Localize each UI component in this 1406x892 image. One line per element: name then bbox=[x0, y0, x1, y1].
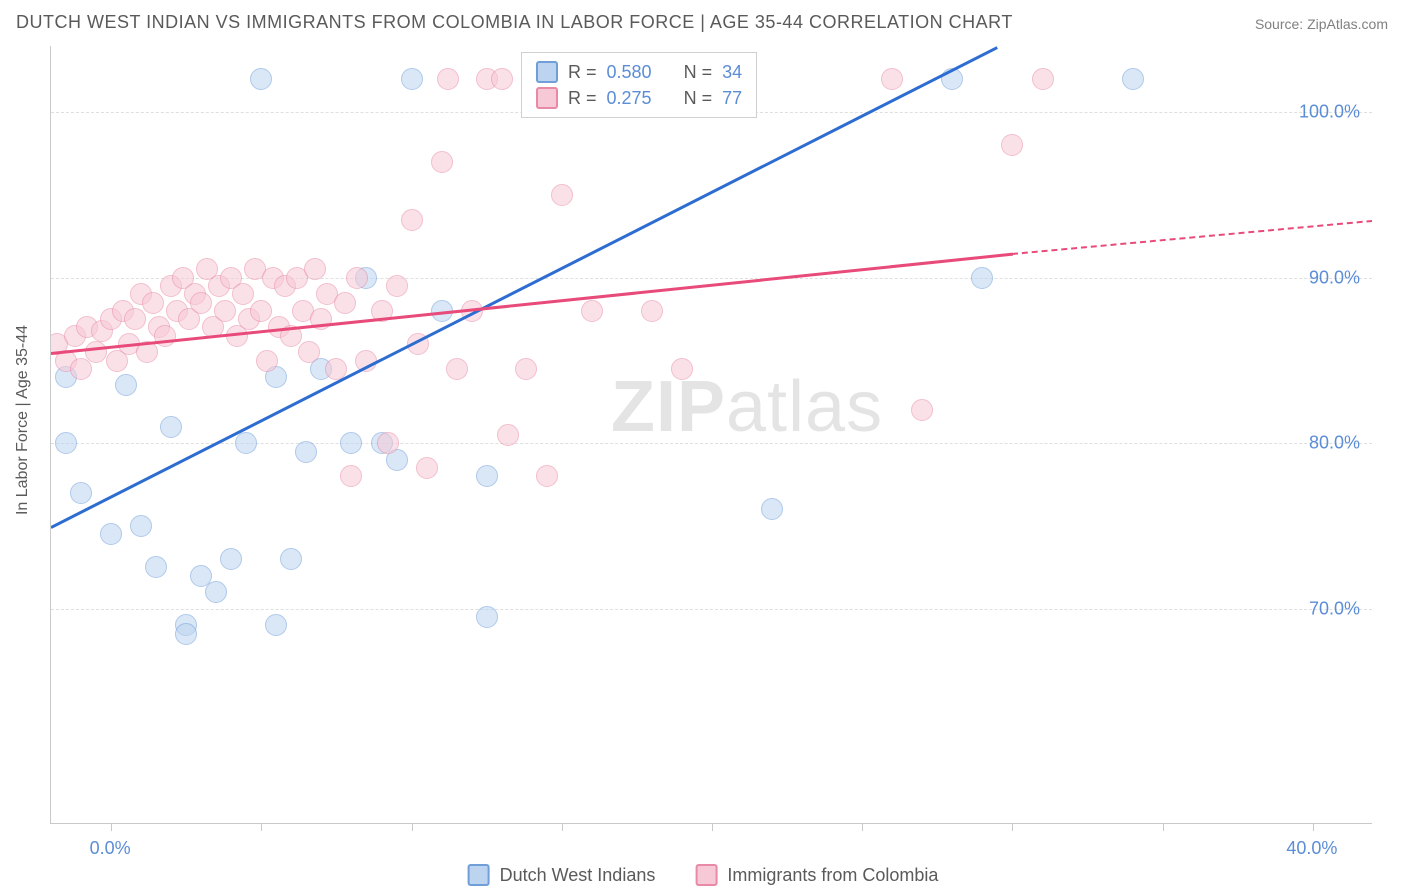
data-point bbox=[340, 432, 362, 454]
data-point bbox=[70, 482, 92, 504]
data-point bbox=[175, 623, 197, 645]
x-tick bbox=[1012, 823, 1013, 831]
data-point bbox=[1122, 68, 1144, 90]
data-point bbox=[280, 548, 302, 570]
legend-series: Dutch West Indians Immigrants from Colomb… bbox=[468, 864, 939, 886]
data-point bbox=[437, 68, 459, 90]
plot-inner: 70.0% 80.0% 90.0% 100.0% bbox=[51, 46, 1372, 823]
data-point bbox=[130, 515, 152, 537]
data-point bbox=[971, 267, 993, 289]
x-tick-label: 0.0% bbox=[90, 838, 131, 859]
legend-n-value: 34 bbox=[722, 62, 742, 83]
y-tick-label: 80.0% bbox=[1309, 433, 1360, 454]
x-tick bbox=[261, 823, 262, 831]
data-point bbox=[340, 465, 362, 487]
data-point bbox=[214, 300, 236, 322]
y-axis-title: In Labor Force | Age 35-44 bbox=[14, 325, 32, 515]
data-point bbox=[401, 68, 423, 90]
data-point bbox=[491, 68, 513, 90]
x-tick bbox=[111, 823, 112, 831]
data-point bbox=[115, 374, 137, 396]
legend-swatch bbox=[536, 87, 558, 109]
data-point bbox=[401, 209, 423, 231]
y-tick-label: 100.0% bbox=[1299, 102, 1360, 123]
data-point bbox=[1001, 134, 1023, 156]
data-point bbox=[334, 292, 356, 314]
legend-series-item: Immigrants from Colombia bbox=[695, 864, 938, 886]
legend-n-label: N = bbox=[684, 62, 713, 83]
data-point bbox=[581, 300, 603, 322]
x-tick bbox=[712, 823, 713, 831]
data-point bbox=[55, 432, 77, 454]
data-point bbox=[232, 283, 254, 305]
legend-row: R = 0.275 N = 77 bbox=[536, 85, 742, 111]
regression-line-extrapolated bbox=[1012, 220, 1372, 255]
x-tick bbox=[562, 823, 563, 831]
data-point bbox=[124, 308, 146, 330]
legend-series-label: Immigrants from Colombia bbox=[727, 865, 938, 886]
plot-area: 70.0%80.0%90.0%100.0% ZIPatlas R =0.580N… bbox=[50, 46, 1372, 824]
gridline bbox=[51, 609, 1372, 610]
legend-n-value: 77 bbox=[722, 88, 742, 109]
data-point bbox=[295, 441, 317, 463]
data-point bbox=[346, 267, 368, 289]
data-point bbox=[515, 358, 537, 380]
y-tick-label: 70.0% bbox=[1309, 598, 1360, 619]
data-point bbox=[304, 258, 326, 280]
x-tick bbox=[862, 823, 863, 831]
legend-r-label: R = bbox=[568, 62, 597, 83]
data-point bbox=[100, 523, 122, 545]
data-point bbox=[536, 465, 558, 487]
x-tick bbox=[412, 823, 413, 831]
data-point bbox=[476, 606, 498, 628]
legend-n-label: N = bbox=[684, 88, 713, 109]
data-point bbox=[160, 416, 182, 438]
chart-title: DUTCH WEST INDIAN VS IMMIGRANTS FROM COL… bbox=[16, 12, 1013, 33]
data-point bbox=[190, 292, 212, 314]
data-point bbox=[416, 457, 438, 479]
data-point bbox=[250, 68, 272, 90]
data-point bbox=[250, 300, 272, 322]
x-tick bbox=[1313, 823, 1314, 831]
legend-series-item: Dutch West Indians bbox=[468, 864, 656, 886]
y-tick-label: 90.0% bbox=[1309, 267, 1360, 288]
legend-swatch bbox=[536, 61, 558, 83]
data-point bbox=[446, 358, 468, 380]
data-point bbox=[1032, 68, 1054, 90]
data-point bbox=[142, 292, 164, 314]
legend-row: R = 0.580 N = 34 bbox=[536, 59, 742, 85]
data-point bbox=[85, 341, 107, 363]
data-point bbox=[265, 614, 287, 636]
data-point bbox=[497, 424, 519, 446]
legend-swatch bbox=[468, 864, 490, 886]
data-point bbox=[431, 151, 453, 173]
data-point bbox=[551, 184, 573, 206]
data-point bbox=[205, 581, 227, 603]
data-point bbox=[298, 341, 320, 363]
data-point bbox=[220, 548, 242, 570]
data-point bbox=[641, 300, 663, 322]
legend-series-label: Dutch West Indians bbox=[500, 865, 656, 886]
data-point bbox=[911, 399, 933, 421]
data-point bbox=[881, 68, 903, 90]
data-point bbox=[235, 432, 257, 454]
data-point bbox=[671, 358, 693, 380]
data-point bbox=[377, 432, 399, 454]
data-point bbox=[386, 275, 408, 297]
legend-r-label: R = bbox=[568, 88, 597, 109]
legend-r-value: 0.580 bbox=[607, 62, 652, 83]
source-attribution: Source: ZipAtlas.com bbox=[1255, 16, 1388, 32]
legend-correlation: R = 0.580 N = 34 R = 0.275 N = 77 bbox=[521, 52, 757, 118]
data-point bbox=[145, 556, 167, 578]
legend-r-value: 0.275 bbox=[607, 88, 652, 109]
legend-swatch bbox=[695, 864, 717, 886]
data-point bbox=[476, 465, 498, 487]
data-point bbox=[256, 350, 278, 372]
x-tick bbox=[1163, 823, 1164, 831]
data-point bbox=[761, 498, 783, 520]
x-tick-label: 40.0% bbox=[1286, 838, 1337, 859]
